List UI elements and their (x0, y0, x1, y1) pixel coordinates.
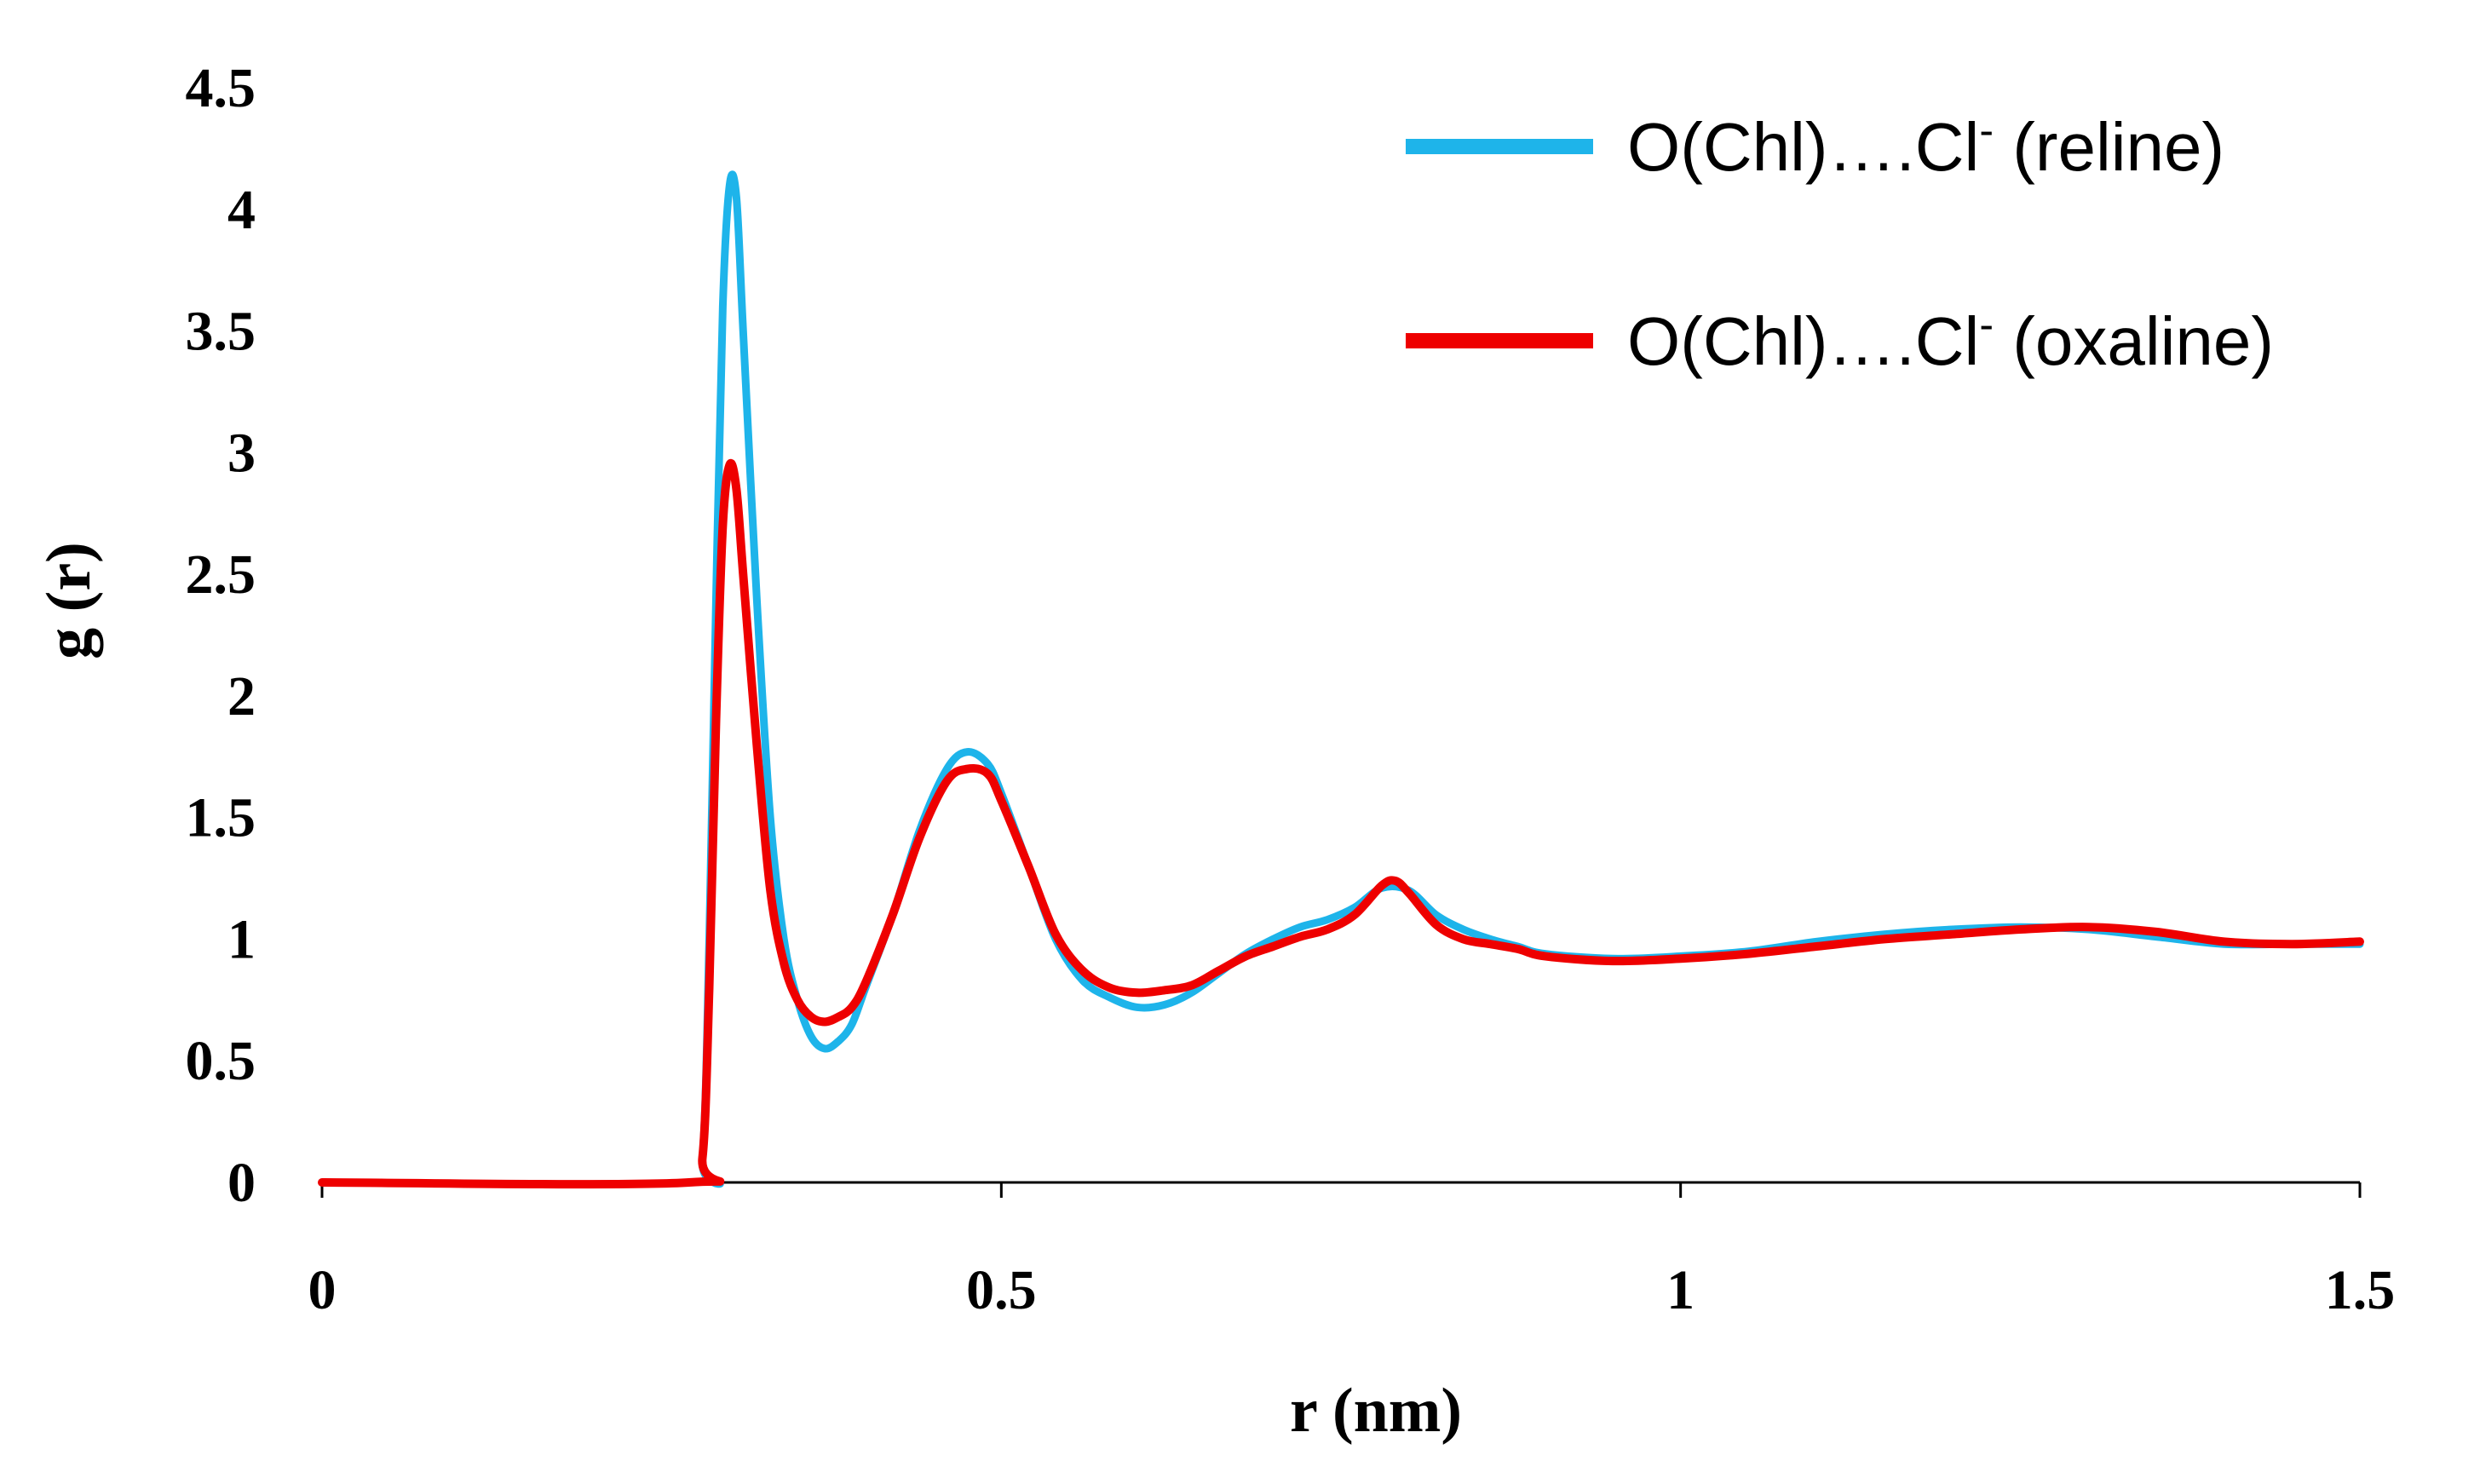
y-tick-label: 3 (227, 422, 256, 484)
series-line-2 (318, 458, 2364, 1189)
y-tick-label: 4.5 (186, 57, 256, 119)
y-tick-label: 0 (227, 1152, 256, 1214)
legend-label-2: O(Chl)….Cl- (oxaline) (1627, 301, 2274, 379)
y-tick-label: 4 (227, 179, 256, 241)
y-tick-label: 0.5 (186, 1030, 256, 1092)
series-layer (318, 170, 2364, 1189)
x-tick-label: 1 (1666, 1259, 1695, 1321)
legend: O(Chl)….Cl- (reline) O(Chl)….Cl- (oxaline… (1406, 106, 2274, 379)
x-tick-label: 1.5 (2325, 1259, 2396, 1321)
x-tick-label: 0.5 (966, 1259, 1037, 1321)
y-tick-label: 2.5 (186, 544, 256, 606)
axes: 0 0.5 1 1.5 0 0.5 1 1.5 2 2.5 3 3.5 4 4.5 (186, 57, 2396, 1321)
legend-label-1: O(Chl)….Cl- (reline) (1627, 106, 2224, 185)
x-axis-title: r (nm) (1290, 1376, 1462, 1446)
y-tick-label: 3.5 (186, 301, 256, 363)
y-tick-label: 2 (227, 665, 256, 728)
y-tick-label: 1.5 (186, 787, 256, 849)
x-tick-label: 0 (308, 1259, 337, 1321)
y-axis-title: g (r) (34, 542, 104, 659)
y-tick-label: 1 (227, 908, 256, 970)
